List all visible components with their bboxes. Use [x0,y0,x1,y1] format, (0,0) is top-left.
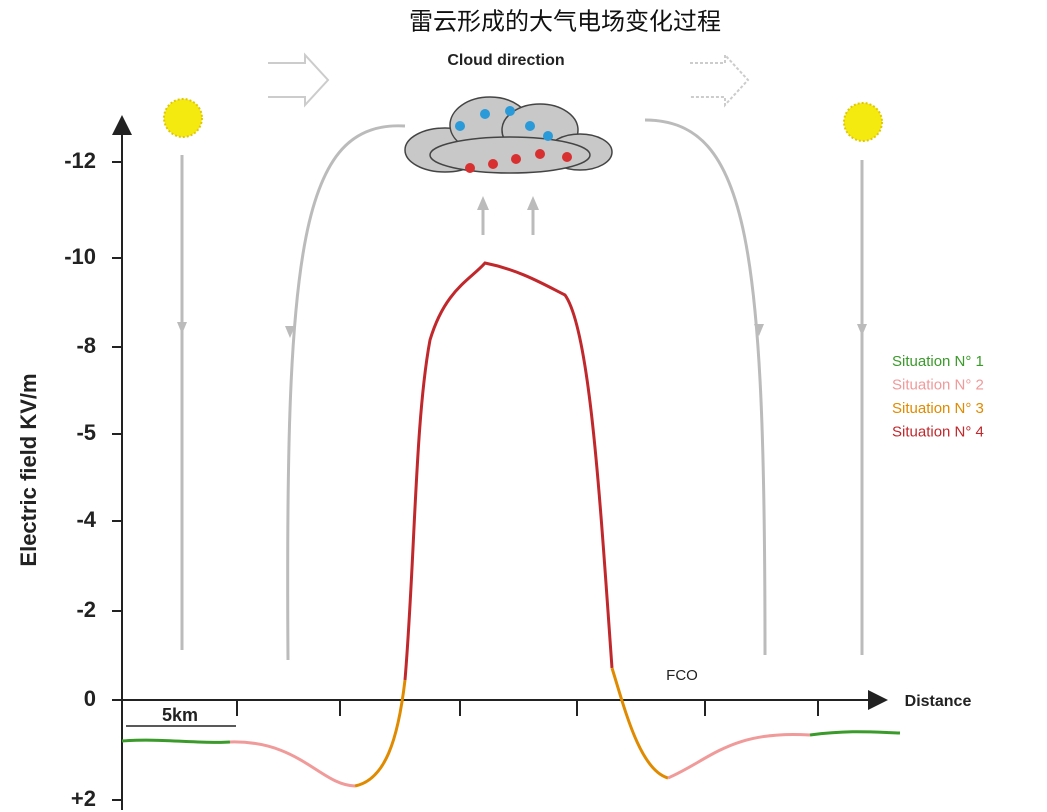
diagram: 雷云形成的大气电场变化过程 Cloud direction Distance E… [0,0,1047,812]
field-curve [122,263,900,786]
curve-segment [122,740,230,742]
y-tick-label: 0 [84,686,96,711]
y-axis-label: Electric field KV/m [16,373,41,566]
flow-arrows [182,120,862,660]
y-tick-label: -10 [64,244,96,269]
scale-label: 5km [162,705,198,725]
curve-segment [405,263,612,680]
y-tick-label: -4 [76,507,96,532]
sun [164,99,202,137]
x-ticks [237,700,818,716]
legend-item: Situation N° 4 [892,423,984,440]
curve-segment [230,742,355,786]
legend-item: Situation N° 3 [892,400,984,417]
y-tick-label: -2 [76,597,96,622]
legend-item: Situation N° 1 [892,353,984,370]
curve-segment [668,734,810,778]
arrow-heads [177,196,867,338]
y-tick-label: +2 [71,786,96,811]
legend-item: Situation N° 2 [892,376,984,393]
title: 雷云形成的大气电场变化过程 [409,9,721,36]
sun [844,103,882,141]
direction-arrow [690,55,748,105]
curve-segment [810,732,900,735]
y-tick-label: -8 [76,333,96,358]
y-tick-label: -12 [64,148,96,173]
y-tick-label: -5 [76,420,96,445]
curve-segment [355,680,405,786]
fco-label: FCO [666,667,698,684]
curve-segment [612,668,668,778]
x-axis-label: Distance [905,693,972,710]
cloud-direction: Cloud direction [447,52,564,69]
direction-arrow [268,55,328,105]
